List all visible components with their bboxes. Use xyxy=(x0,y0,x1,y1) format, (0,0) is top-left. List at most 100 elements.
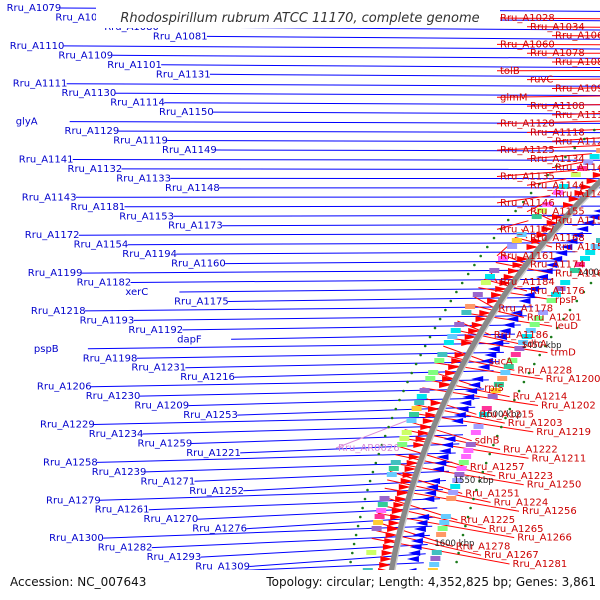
gc-dot xyxy=(383,434,387,438)
title-background xyxy=(96,4,500,28)
gc-dot xyxy=(575,299,579,303)
connector-line xyxy=(496,170,575,177)
gene-label-left: Rru_A1209 xyxy=(134,401,189,412)
gene-label-right: trmD xyxy=(551,348,577,359)
gc-dot xyxy=(593,128,596,132)
gene-label-right: ruvC xyxy=(530,75,553,86)
gc-dot xyxy=(472,497,475,501)
feature-block xyxy=(487,394,498,399)
connector-line xyxy=(452,328,520,345)
feature-block xyxy=(553,190,564,195)
connector-line xyxy=(194,470,450,482)
connector-line xyxy=(84,306,534,312)
connector-line xyxy=(209,73,600,78)
gene-label-right: leuD xyxy=(555,321,578,332)
feature-block xyxy=(440,514,451,519)
gc-dot xyxy=(371,470,375,474)
gc-dot xyxy=(387,425,390,429)
connector-line xyxy=(93,416,472,425)
feature-block xyxy=(388,466,399,471)
connector-line xyxy=(496,245,509,257)
feature-block xyxy=(516,232,527,237)
reverse-gene-arrow xyxy=(465,388,478,394)
gc-dot xyxy=(423,344,427,348)
gc-dot xyxy=(486,245,489,249)
footer-background xyxy=(0,570,600,600)
feature-block xyxy=(473,424,484,429)
gene-label-left: Rru_A1259 xyxy=(138,439,193,450)
feature-block xyxy=(374,514,385,519)
gc-dot xyxy=(433,326,437,330)
gene-label-left: Rru_A1230 xyxy=(86,391,141,402)
gene-label-right: Rru_A1201 xyxy=(527,312,582,323)
forward-gene-arrow xyxy=(390,514,403,520)
gc-dot xyxy=(475,488,478,492)
feature-block xyxy=(429,562,440,567)
gene-label-left: Rru_A1111 xyxy=(13,79,68,90)
reverse-gene-arrow xyxy=(412,532,425,538)
reverse-gene-arrow xyxy=(409,544,422,550)
reverse-gene-arrow xyxy=(545,262,558,268)
gc-dot xyxy=(549,335,553,339)
gene-label-left: Rru_A1110 xyxy=(10,41,65,52)
connector-line xyxy=(124,205,600,208)
feature-block xyxy=(461,454,472,459)
gene-label-left: Rru_A1271 xyxy=(141,476,196,487)
feature-block xyxy=(596,238,600,243)
gc-dot xyxy=(492,236,496,240)
forward-gene-arrow xyxy=(526,244,539,250)
connector-line xyxy=(118,130,600,134)
gene-label-right: Rru_A1146 xyxy=(500,198,555,209)
forward-gene-arrow xyxy=(586,178,599,184)
gene-label-left: Rru_A1252 xyxy=(189,486,244,497)
forward-gene-arrow xyxy=(402,472,415,478)
feature-block xyxy=(399,436,410,441)
gene-label-left: Rru_A1172 xyxy=(25,230,80,241)
gc-dot xyxy=(469,506,472,510)
reverse-gene-arrow xyxy=(587,214,600,220)
genome-backbone xyxy=(383,177,600,600)
connector-line xyxy=(551,137,600,142)
gc-dot xyxy=(522,200,525,204)
gene-label-left: Rru_A1309 xyxy=(195,562,250,573)
connector-line xyxy=(551,35,600,37)
gene-label-left: Rru_A1193 xyxy=(80,315,135,326)
gene-label-right: Rru_A1108 xyxy=(530,101,585,112)
gene-label-left: Rru_A1270 xyxy=(144,514,199,525)
connector-line xyxy=(222,223,600,227)
feature-block xyxy=(546,298,557,303)
gene-label-right: Rru_A1266 xyxy=(517,533,572,544)
gene-label-left: Rru_A1133 xyxy=(116,173,171,184)
feature-block xyxy=(450,484,461,489)
connector-line xyxy=(66,83,600,87)
feature-block xyxy=(596,148,600,153)
gc-dot xyxy=(428,335,432,339)
gc-dot xyxy=(414,362,418,366)
gc-dot xyxy=(562,317,565,321)
connector-line xyxy=(389,471,463,494)
connector-line xyxy=(496,95,600,98)
forward-gene-arrow xyxy=(442,376,455,382)
gene-label-left: Rru_A1221 xyxy=(186,448,241,459)
reverse-gene-arrow xyxy=(443,436,456,442)
feature-block xyxy=(461,310,472,315)
forward-gene-arrow xyxy=(381,550,394,556)
gc-dot xyxy=(466,515,470,519)
reverse-gene-arrow xyxy=(518,298,531,304)
connector-line xyxy=(496,17,600,20)
gene-label-right: Rru_A1112 xyxy=(555,110,600,121)
gc-dot xyxy=(402,389,405,393)
feature-block xyxy=(538,310,548,315)
kbp-tick-labels: 1250 kbp1300 kbp1350 kbp1400 kbp1450 kbp… xyxy=(434,268,600,549)
gene-label-right: Rru_A1223 xyxy=(498,471,553,482)
connector-line xyxy=(225,260,568,265)
gc-dot xyxy=(361,506,364,510)
forward-gene-arrow xyxy=(408,454,421,460)
feature-block xyxy=(497,376,508,381)
gene-label-right: Rru_A1251 xyxy=(465,489,520,500)
feature-block xyxy=(463,448,474,453)
gene-label-left: Rru_A1234 xyxy=(89,429,144,440)
gene-label-left: Rru_A1293 xyxy=(147,552,202,563)
feature-block xyxy=(500,370,511,375)
connector-line xyxy=(176,251,576,255)
